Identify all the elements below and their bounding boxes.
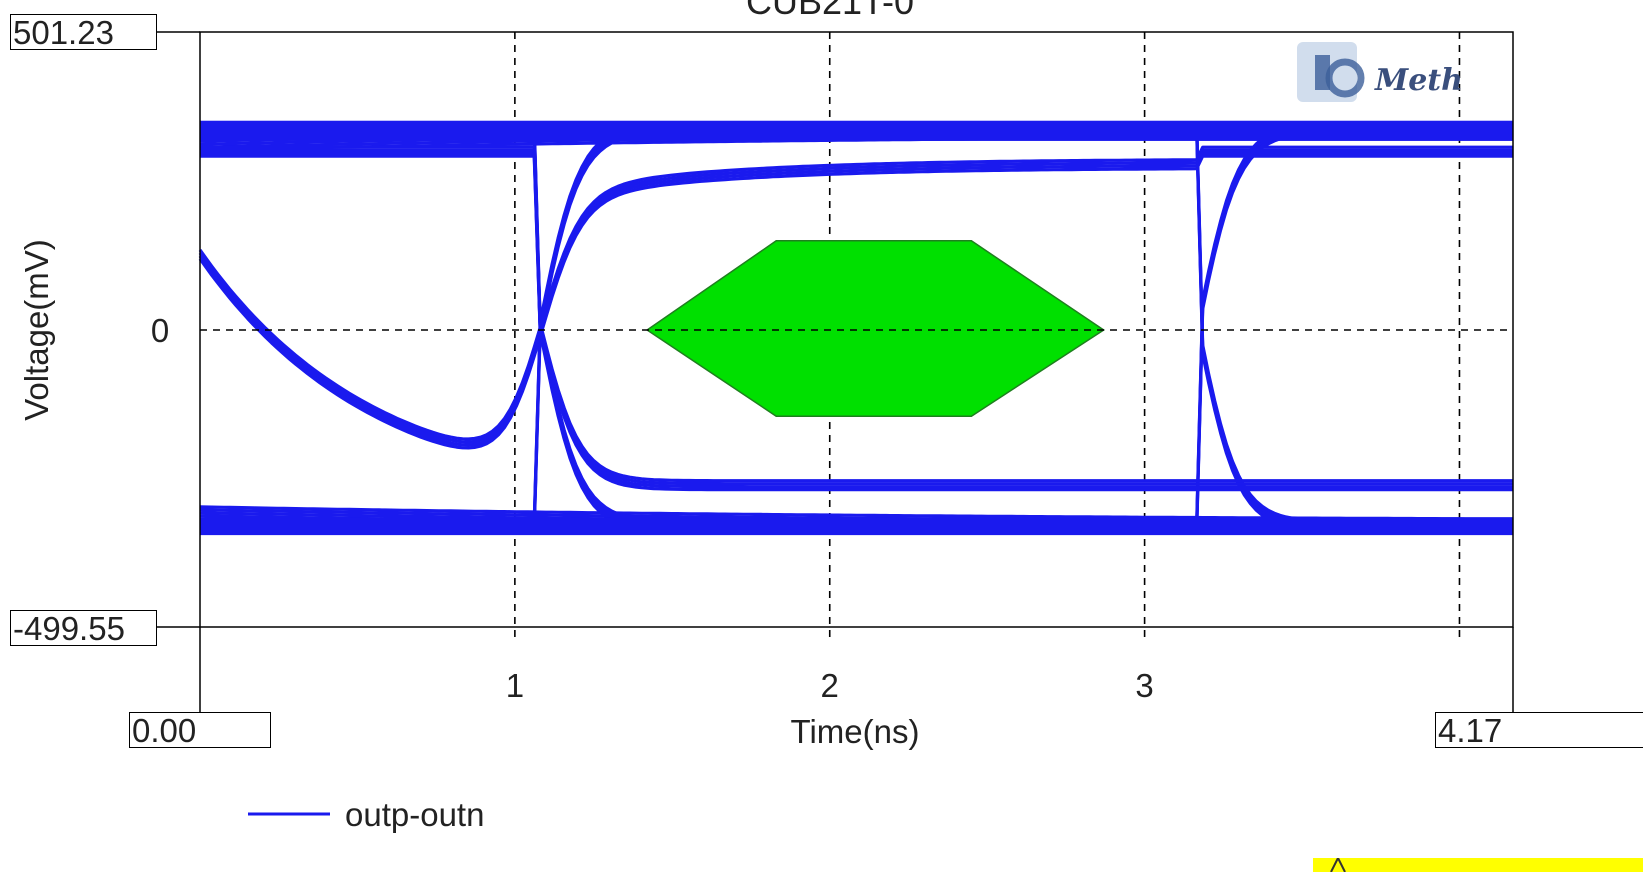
eye-trace-23 [198, 145, 1513, 441]
ic-logo: Meth [1297, 42, 1463, 102]
x-tick-label-3: 3 [1135, 667, 1153, 704]
eye-trace-16 [200, 154, 1513, 492]
eye-trace-22 [198, 148, 1513, 444]
ic-logo-ring [1325, 58, 1365, 98]
legend: outp-outn [248, 796, 484, 833]
legend-entry-outp-outn: outp-outn [345, 796, 484, 833]
y-min-value-box: -499.55 [10, 610, 157, 647]
x-tick-label-1: 1 [506, 667, 524, 704]
y-axis-label: Voltage(mV) [18, 239, 55, 421]
eye-trace-21 [198, 151, 1513, 447]
eye-trace-18 [200, 148, 1513, 486]
eye-traces [198, 120, 1514, 536]
y-axis: 0 Voltage(mV) [18, 31, 200, 628]
x-min-value-box: 0.00 [129, 712, 271, 749]
low-rail [200, 517, 1513, 536]
y-zero-tick-label: 0 [151, 312, 169, 349]
plot-frame [199, 31, 1514, 628]
y-max-value-box: 501.23 [10, 14, 157, 51]
warning-triangle-icon [1330, 858, 1346, 872]
eye-trace-20 [198, 154, 1513, 450]
x-max-value-box: 4.17 [1435, 712, 1643, 749]
plot-area [198, 31, 1514, 639]
x-axis: 1 2 3 Time(ns) [199, 627, 1514, 750]
x-tick-label-2: 2 [821, 667, 839, 704]
eye-trace-19 [200, 145, 1513, 483]
chart-title: CUB21T-0 [746, 0, 914, 22]
eye-trace-17 [200, 151, 1513, 489]
x-axis-label: Time(ns) [791, 713, 920, 750]
warning-banner [1313, 858, 1643, 872]
high-rail [200, 120, 1513, 141]
logo-text: Meth [1374, 63, 1463, 98]
x-tick-labels: 1 2 3 [506, 667, 1154, 704]
